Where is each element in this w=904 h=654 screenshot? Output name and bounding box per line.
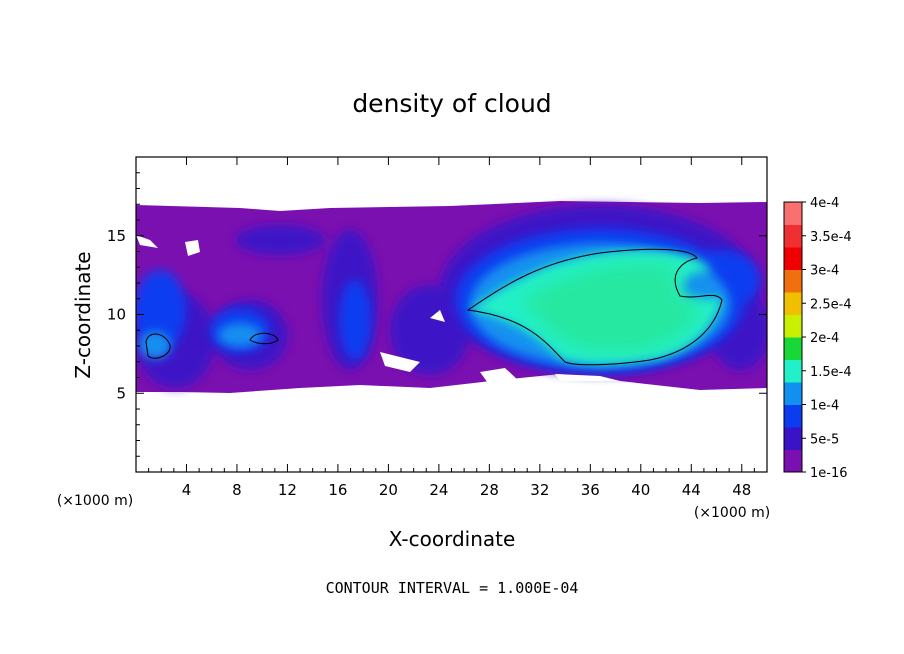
colorbar-label: 5e-5 — [810, 432, 839, 447]
colorbar-swatch — [784, 224, 802, 248]
y-unit-label: (×1000 m) — [57, 493, 133, 509]
x-tick-label: 32 — [530, 481, 549, 499]
colorbar-swatch — [784, 269, 802, 293]
y-axis-label: Z-coordinate — [71, 251, 95, 378]
y-tick-label: 10 — [107, 306, 126, 324]
max-region — [520, 262, 700, 353]
x-tick-label: 28 — [480, 481, 499, 499]
y-tick-label: 15 — [107, 227, 126, 245]
colorbar-label: 1e-16 — [810, 466, 848, 481]
colorbar-label: 3.5e-4 — [810, 230, 852, 245]
colorbar-swatch — [784, 404, 802, 428]
colorbar-label: 4e-4 — [810, 196, 839, 211]
x-tick-label: 16 — [328, 481, 347, 499]
x-tick-label: 12 — [278, 481, 297, 499]
colorbar-label: 2e-4 — [810, 331, 839, 346]
contour-interval-note: CONTOUR INTERVAL = 1.000E-04 — [326, 579, 579, 597]
colorbar-swatch — [784, 382, 802, 405]
x-tick-label: 48 — [732, 481, 751, 499]
x-unit-label: (×1000 m) — [694, 505, 770, 521]
contour-line-left — [145, 333, 171, 359]
colorbar-swatch — [784, 247, 802, 270]
colorbar-label: 3e-4 — [810, 264, 839, 279]
colorbar-label: 2.5e-4 — [810, 297, 852, 312]
colorbar-swatch — [784, 449, 802, 473]
colorbar: 1e-16 5e-5 1e-4 1.5e-4 2e-4 2.5e-4 3e-4 3.5e-4 4… — [783, 196, 852, 481]
colorbar-swatch — [784, 337, 802, 360]
colorbar-swatch — [784, 292, 802, 315]
x-tick-label: 24 — [429, 481, 448, 499]
colorbar-swatch — [784, 314, 802, 338]
colorbar-swatch — [784, 359, 802, 383]
colorbar-swatch — [784, 202, 802, 225]
x-tick-label: 20 — [379, 481, 398, 499]
y-tick-label: 5 — [116, 384, 126, 402]
contour-line-main — [466, 248, 723, 366]
x-tick-label: 40 — [631, 481, 650, 499]
heatmap-field — [136, 201, 767, 393]
x-tick-label: 4 — [182, 481, 192, 499]
x-tick-label: 36 — [581, 481, 600, 499]
colorbar-swatch — [784, 427, 802, 450]
x-tick-label: 8 — [232, 481, 242, 499]
contour-line-mid — [249, 332, 279, 345]
colorbar-label: 1e-4 — [810, 399, 839, 414]
colorbar-label: 1.5e-4 — [810, 365, 852, 380]
x-axis-label: X-coordinate — [389, 527, 516, 551]
x-tick-label: 44 — [682, 481, 701, 499]
clear-air-gaps — [136, 235, 620, 386]
y-axis: 5 10 15 — [107, 172, 767, 457]
x-axis: 4 8 12 16 20 24 28 32 36 40 44 48 — [148, 157, 755, 499]
chart-title: density of cloud — [352, 89, 551, 118]
